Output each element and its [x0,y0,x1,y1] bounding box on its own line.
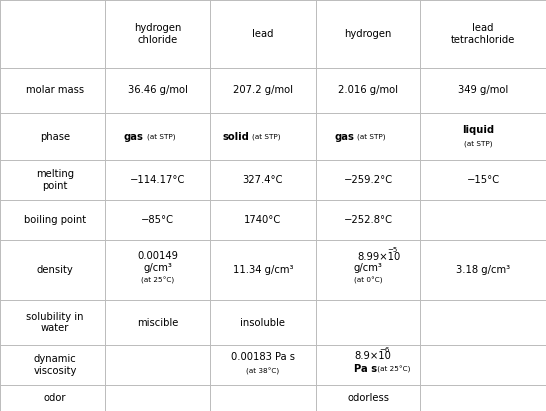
Text: 0.00149: 0.00149 [137,251,178,261]
Text: 349 g/mol: 349 g/mol [458,85,508,95]
Text: 36.46 g/mol: 36.46 g/mol [128,85,187,95]
Text: 327.4°C: 327.4°C [242,175,283,185]
Text: −85°C: −85°C [141,215,174,225]
Text: (at STP): (at STP) [357,134,385,140]
Text: 8.99×10: 8.99×10 [357,252,400,262]
Text: 11.34 g/cm³: 11.34 g/cm³ [233,265,293,275]
Text: boiling point: boiling point [24,215,86,225]
Text: liquid: liquid [462,125,494,136]
Text: gas: gas [124,132,144,142]
Text: −6: −6 [379,347,390,353]
Text: insoluble: insoluble [240,318,286,328]
Text: lead
tetrachloride: lead tetrachloride [451,23,515,45]
Text: 207.2 g/mol: 207.2 g/mol [233,85,293,95]
Text: g/cm³: g/cm³ [354,263,382,273]
Text: (at 25°C): (at 25°C) [375,366,411,373]
Text: (at 38°C): (at 38°C) [246,368,280,375]
Text: Pa s: Pa s [354,364,377,374]
Text: 2.016 g/mol: 2.016 g/mol [338,85,398,95]
Text: gas: gas [335,132,354,142]
Text: 1740°C: 1740°C [244,215,282,225]
Text: solubility in
water: solubility in water [26,312,84,333]
Text: hydrogen
chloride: hydrogen chloride [134,23,181,45]
Text: 0.00183 Pa s: 0.00183 Pa s [231,352,295,362]
Text: −15°C: −15°C [467,175,500,185]
Text: −5: −5 [388,247,398,253]
Text: 8.9×10: 8.9×10 [354,351,391,361]
Text: density: density [37,265,74,275]
Text: (at 0°C): (at 0°C) [354,277,382,284]
Text: phase: phase [40,132,70,142]
Text: 3.18 g/cm³: 3.18 g/cm³ [456,265,511,275]
Text: odorless: odorless [347,393,389,403]
Text: −259.2°C: −259.2°C [343,175,393,185]
Text: melting
point: melting point [36,169,74,191]
Text: molar mass: molar mass [26,85,84,95]
Text: lead: lead [252,29,274,39]
Text: −252.8°C: −252.8°C [343,215,393,225]
Text: hydrogen: hydrogen [345,29,391,39]
Text: −114.17°C: −114.17°C [130,175,185,185]
Text: dynamic
viscosity: dynamic viscosity [33,354,77,376]
Text: odor: odor [44,393,67,403]
Text: (at 25°C): (at 25°C) [141,277,174,284]
Text: miscible: miscible [137,318,178,328]
Text: solid: solid [222,132,249,142]
Text: g/cm³: g/cm³ [143,263,172,273]
Text: (at STP): (at STP) [464,141,492,147]
Text: (at STP): (at STP) [146,134,175,140]
Text: (at STP): (at STP) [252,134,281,140]
